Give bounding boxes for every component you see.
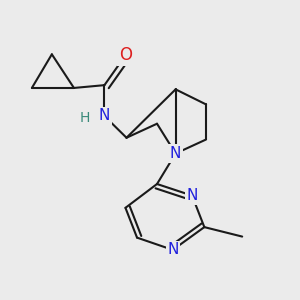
Text: N: N — [186, 188, 198, 203]
Text: N: N — [170, 146, 181, 161]
Text: N: N — [167, 242, 178, 257]
Text: O: O — [119, 46, 132, 64]
Text: N: N — [99, 109, 110, 124]
Text: H: H — [80, 111, 90, 125]
